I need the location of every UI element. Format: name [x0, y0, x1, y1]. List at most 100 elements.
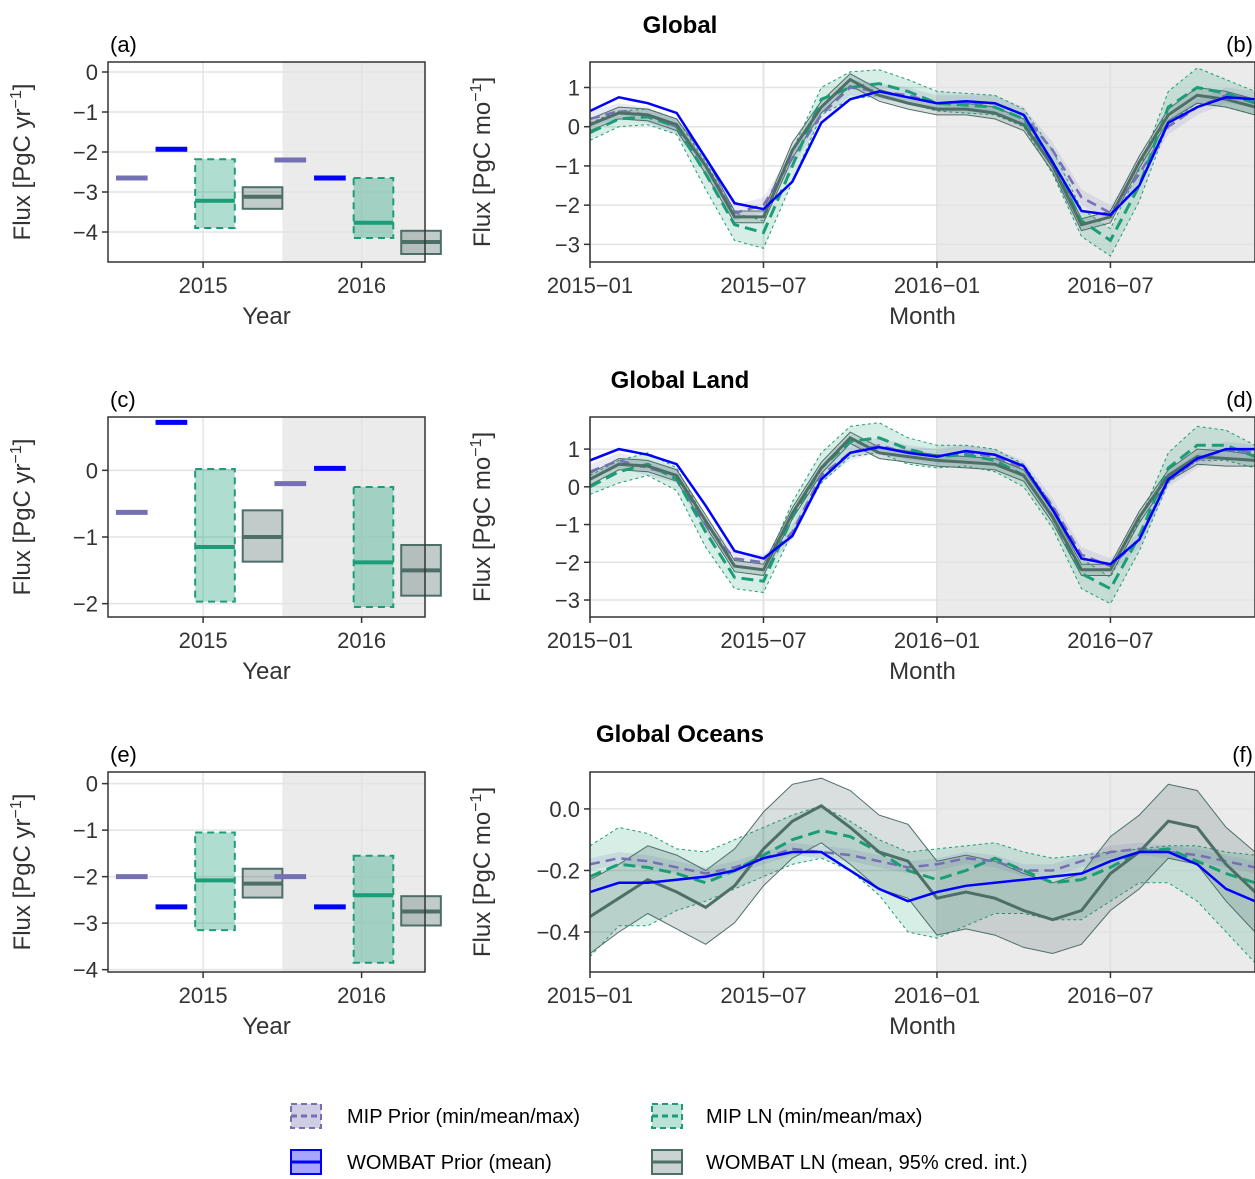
legend-label-mip-ln: MIP LN (min/mean/max)	[706, 1106, 922, 1128]
plot-border	[589, 61, 1255, 263]
mip-prior-mean-line	[590, 847, 1255, 875]
y-axis-label-sup: −1	[8, 445, 25, 463]
y-axis-label: Flux [PgC yr−1]	[8, 84, 36, 241]
panel-f: 0.0 −0.2 −0.4 2015−01 2015−07 2016−01 2016−07 M…	[468, 742, 1255, 1040]
x-tick-label: 2015	[179, 983, 228, 1008]
x-axis-label: Month	[889, 658, 956, 685]
y-tick-label: −3	[555, 588, 580, 613]
y-tick-label: 0	[568, 115, 580, 140]
legend-item-mip-prior: MIP Prior (min/mean/max)	[290, 1103, 580, 1129]
y-tick-label: −2	[555, 193, 580, 218]
wombat-ln-mean-line	[590, 804, 1255, 922]
mip-ln-max-line	[590, 805, 1255, 859]
y-axis-label-end: ]	[9, 794, 36, 801]
y-tick-label: 1	[568, 437, 580, 462]
y-axis-label-main: Flux [PgC yr	[9, 818, 36, 950]
x-tick-label: 2015−07	[720, 628, 806, 653]
y-tick-label: −2	[73, 140, 98, 165]
plot-border	[107, 61, 426, 263]
series-layer	[590, 422, 1255, 605]
mip-ln-range-2016	[352, 177, 395, 239]
legend-item-wombat-prior: WOMBAT Prior (mean)	[290, 1149, 552, 1175]
y-tick-label: −1	[73, 525, 98, 550]
wombat-prior-line	[590, 445, 1255, 566]
x-axis-label: Year	[242, 303, 291, 330]
y-tick-label: −3	[73, 911, 98, 936]
x-axis-label: Month	[889, 303, 956, 330]
row-title-land: Global Land	[611, 367, 750, 394]
wombat-ln-band	[590, 432, 1255, 576]
y-axis-label-sup: −1	[8, 800, 25, 818]
x-tick-label: 2015−01	[547, 273, 633, 298]
legend-label-wombat-ln: WOMBAT LN (mean, 95% cred. int.)	[706, 1152, 1028, 1174]
row-title-oceans: Global Oceans	[596, 721, 764, 748]
y-axis-label-end: ]	[9, 439, 36, 446]
x-tick-label: 2015−07	[720, 273, 806, 298]
y-axis-label: Flux [PgC yr−1]	[8, 794, 36, 951]
y-axis-label-end: ]	[9, 84, 36, 91]
y-tick-label: −1	[555, 154, 580, 179]
y-axis-label: Flux [PgC mo−1]	[468, 787, 496, 957]
wombat-ln-lo-line	[590, 842, 1255, 955]
x-axis-label: Year	[242, 1013, 291, 1040]
y-tick-label: −1	[73, 818, 98, 843]
x-tick-label: 2015−01	[547, 983, 633, 1008]
x-axis-label: Year	[242, 658, 291, 685]
y-tick-label: −0.2	[537, 858, 580, 883]
wombat-ln-mean-line	[590, 435, 1255, 572]
y-tick-label: 1	[568, 75, 580, 100]
y-tick-label: 0	[86, 772, 98, 797]
panel-d: 1 0 −1 −2 −3 2015−01 2015−07 2016−01 2016−07 Mont…	[468, 387, 1255, 685]
mip-ln-max-line	[590, 67, 1255, 230]
x-tick-label: 2015−07	[720, 983, 806, 1008]
x-tick-label: 2015	[179, 628, 228, 653]
panel-tag: (f)	[1232, 742, 1253, 767]
y-axis-label-end: ]	[469, 787, 496, 794]
mip-ln-range-2016	[352, 854, 395, 964]
x-tick-label: 2015	[179, 273, 228, 298]
y-axis-label-main: Flux [PgC yr	[9, 108, 36, 240]
y-tick-label: 0.0	[549, 797, 580, 822]
y-axis-label-sup: −1	[468, 793, 485, 811]
y-axis-label-end: ]	[469, 432, 496, 439]
wombat-prior-line	[590, 90, 1255, 217]
mip-ln-range-2016	[352, 486, 395, 608]
x-tick-label: 2016−07	[1067, 983, 1153, 1008]
wombat-prior-line	[590, 850, 1255, 903]
wombat-ln-lo-line	[590, 442, 1255, 577]
title-global-oceans: Global Oceans	[596, 721, 764, 748]
mip-ln-range-2015	[194, 468, 236, 603]
mip-ln-mean-line	[590, 436, 1255, 591]
plot-border	[107, 771, 426, 973]
y-tick-label: −2	[73, 865, 98, 890]
x-axis-label: Month	[889, 1013, 956, 1040]
panel-tag: (b)	[1226, 32, 1253, 57]
legend: MIP Prior (min/mean/max) MIP LN (min/mea…	[290, 1103, 1028, 1175]
panel-tag: (a)	[110, 32, 137, 57]
mip-ln-band	[590, 805, 1255, 963]
y-axis-label-main: Flux [PgC mo	[469, 102, 496, 247]
y-tick-label: −2	[555, 550, 580, 575]
panel-tag: (e)	[110, 742, 137, 767]
wombat-ln-hi-line	[590, 777, 1255, 884]
x-tick-label: 2016	[337, 273, 386, 298]
y-tick-label: −1	[73, 100, 98, 125]
y-tick-label: 0	[568, 475, 580, 500]
y-axis-label-sup: −1	[468, 438, 485, 456]
x-tick-label: 2016	[337, 628, 386, 653]
row-title-global: Global	[643, 12, 718, 39]
y-axis-label: Flux [PgC yr−1]	[8, 439, 36, 596]
mip-ln-min-line	[590, 452, 1255, 605]
y-tick-label: 0	[86, 60, 98, 85]
series-layer	[590, 67, 1255, 257]
title-global-land: Global Land	[611, 367, 750, 394]
y-axis-label-main: Flux [PgC yr	[9, 463, 36, 595]
mip-prior-band	[590, 842, 1255, 880]
y-axis-label-main: Flux [PgC mo	[469, 457, 496, 602]
y-axis-label-main: Flux [PgC mo	[469, 812, 496, 957]
title-global: Global	[643, 12, 718, 39]
legend-item-wombat-ln: WOMBAT LN (mean, 95% cred. int.)	[651, 1149, 1028, 1175]
